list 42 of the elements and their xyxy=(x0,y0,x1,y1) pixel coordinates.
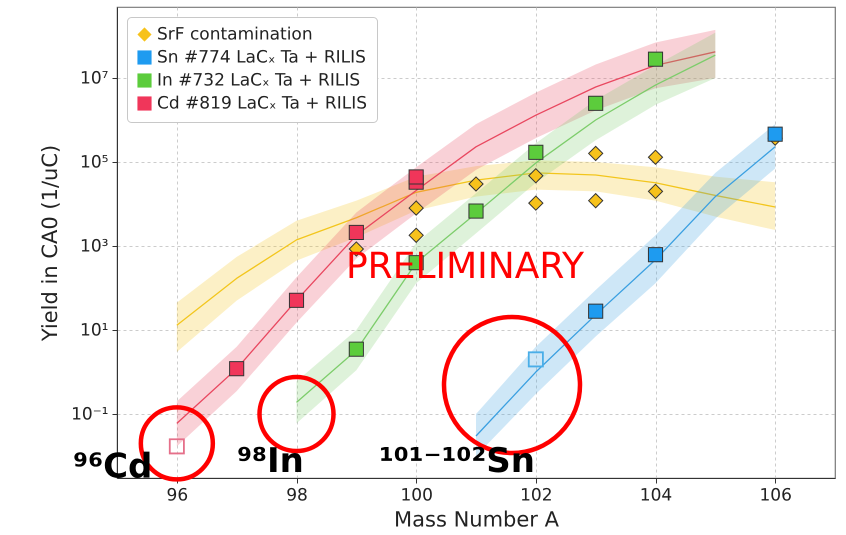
annotation: ⁹⁸In xyxy=(237,441,304,482)
point xyxy=(408,169,424,185)
point xyxy=(528,144,544,160)
x-axis-title: Mass Number A xyxy=(394,508,560,532)
point xyxy=(528,196,544,211)
legend-label: In #732 LaCₓ Ta + RILIS xyxy=(157,70,360,90)
y-tick-label: 10⁻¹ xyxy=(71,404,108,425)
x-tick-label: 98 xyxy=(286,486,308,506)
point xyxy=(648,247,664,262)
point xyxy=(648,184,664,199)
point xyxy=(528,351,544,368)
point xyxy=(768,126,783,142)
point xyxy=(408,228,424,243)
point xyxy=(588,146,604,161)
legend-label: SrF contamination xyxy=(157,24,313,44)
y-tick-label: 10¹ xyxy=(80,320,108,341)
point xyxy=(168,438,185,454)
x-tick-label: 96 xyxy=(166,486,188,506)
y-tick-label: 10⁷ xyxy=(80,68,109,88)
point xyxy=(588,193,604,208)
y-tick-label: 10³ xyxy=(80,236,108,257)
y-tick-label: 10⁵ xyxy=(80,152,108,173)
point xyxy=(348,342,364,357)
point xyxy=(468,176,484,192)
x-tick-label: 102 xyxy=(520,486,553,506)
point xyxy=(468,203,484,219)
annotation: ¹⁰¹⁻¹⁰²Sn xyxy=(379,440,535,481)
point xyxy=(588,96,604,111)
legend-label: Sn #774 LaCₓ Ta + RILIS xyxy=(157,48,366,68)
y-axis-title: Yield in CA0 (1/uC) xyxy=(38,144,62,342)
point xyxy=(648,150,664,165)
point xyxy=(588,304,604,319)
point xyxy=(528,168,544,184)
point xyxy=(229,361,244,376)
legend-label: Cd #819 LaCₓ Ta + RILIS xyxy=(157,94,368,114)
point xyxy=(648,52,664,67)
x-tick-label: 100 xyxy=(400,486,433,506)
point xyxy=(408,200,424,216)
point xyxy=(288,292,304,308)
point xyxy=(348,224,364,240)
x-tick-label: 104 xyxy=(640,486,672,506)
x-tick-label: 106 xyxy=(759,486,792,506)
